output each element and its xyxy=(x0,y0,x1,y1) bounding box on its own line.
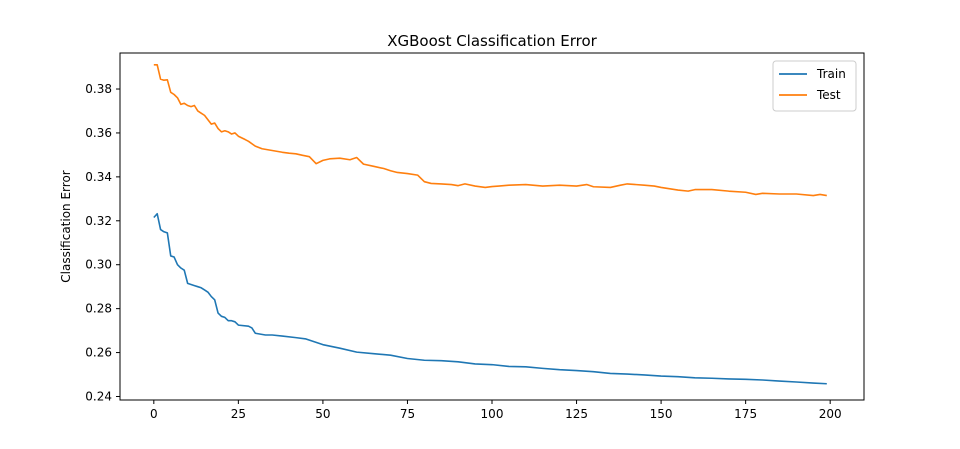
y-tick-label: 0.28 xyxy=(85,302,112,316)
legend: Train Test xyxy=(772,60,857,112)
series-layer xyxy=(153,64,827,385)
series-line-test xyxy=(153,64,827,197)
x-axis: 0 25 50 75 100 125 150 175 200 xyxy=(150,400,842,421)
y-tick-label: 0.38 xyxy=(85,82,112,96)
y-axis-label: Classification Error xyxy=(59,170,73,283)
x-tick-label: 100 xyxy=(481,407,504,421)
y-tick-label: 0.30 xyxy=(85,258,112,272)
x-tick-label: 75 xyxy=(400,407,415,421)
x-tick-label: 175 xyxy=(734,407,757,421)
x-tick-label: 150 xyxy=(650,407,673,421)
x-tick-label: 50 xyxy=(315,407,330,421)
x-tick-label: 125 xyxy=(565,407,588,421)
plot-area-frame xyxy=(119,52,865,401)
x-tick-label: 0 xyxy=(150,407,158,421)
x-tick-label: 25 xyxy=(231,407,246,421)
legend-label-train: Train xyxy=(816,67,846,81)
x-tick-label: 200 xyxy=(819,407,842,421)
y-tick-label: 0.26 xyxy=(85,346,112,360)
series-line-train xyxy=(153,212,827,385)
y-axis: 0.24 0.26 0.28 0.30 0.32 0.34 0.36 0.38 xyxy=(85,82,120,403)
chart-title: XGBoost Classification Error xyxy=(387,32,597,50)
y-tick-label: 0.24 xyxy=(85,389,112,403)
y-tick-label: 0.36 xyxy=(85,126,112,140)
legend-label-test: Test xyxy=(816,88,841,102)
y-tick-label: 0.34 xyxy=(85,170,112,184)
y-tick-label: 0.32 xyxy=(85,214,112,228)
